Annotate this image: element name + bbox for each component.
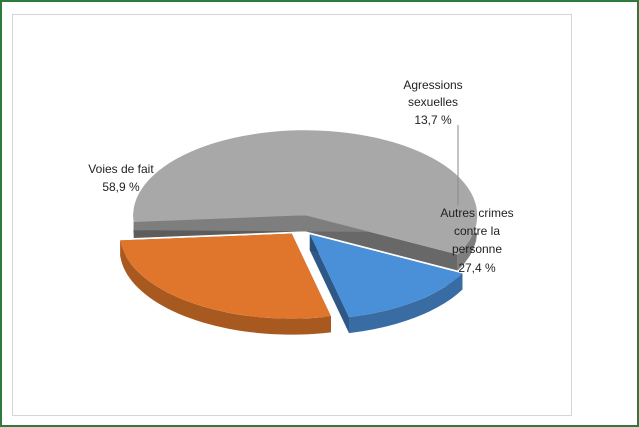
slice-autres-crimes [120, 233, 331, 335]
pie-slices [120, 130, 478, 335]
chart-area [12, 14, 572, 416]
label-agressions-value: 13,7 % [414, 113, 452, 127]
label-autres-name-1: Autres crimes [440, 206, 513, 220]
label-autres-value: 27,4 % [458, 261, 496, 275]
label-autres-name-2: contre la [454, 224, 500, 238]
label-agressions-name-1: Agressions [403, 78, 462, 92]
label-autres-name-3: personne [452, 242, 502, 256]
label-voies-de-fait-value: 58,9 % [102, 180, 140, 194]
slice-agressions-sexuelles [309, 234, 463, 334]
label-voies-de-fait-name: Voies de fait [88, 162, 154, 176]
label-agressions-name-2: sexuelles [408, 95, 458, 109]
slice-voies-de-fait [133, 130, 478, 271]
